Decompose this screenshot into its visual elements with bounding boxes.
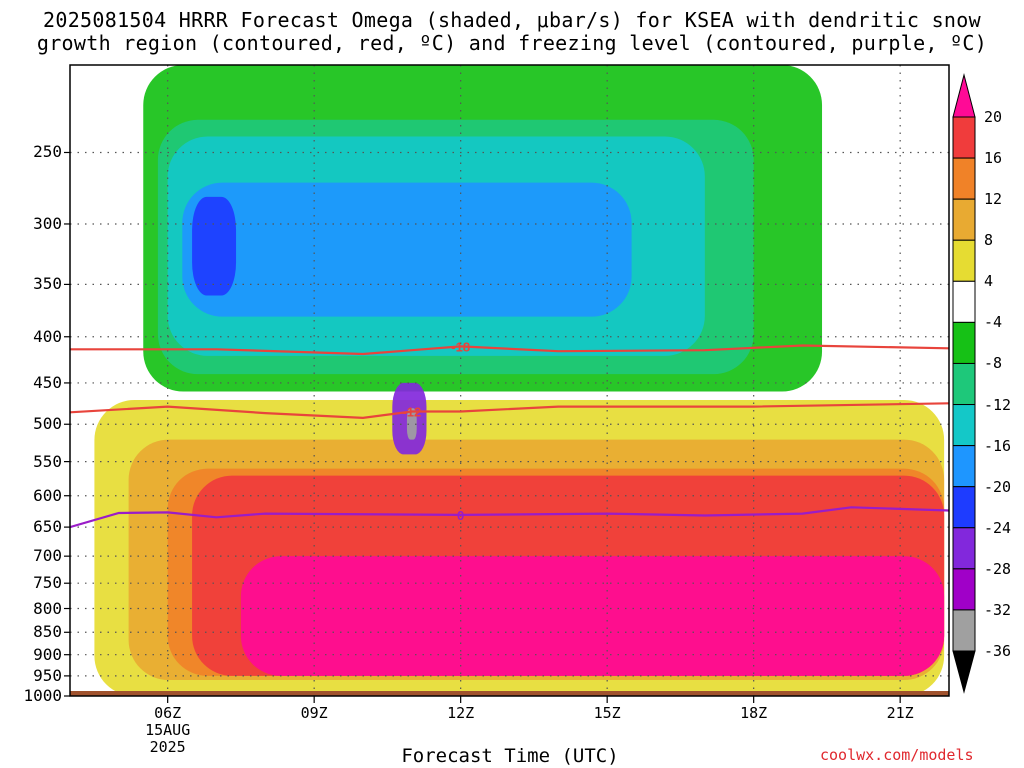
colorbar-swatch-1 bbox=[952, 157, 976, 200]
colorbar-swatch-7 bbox=[952, 404, 976, 447]
contour-line-0 bbox=[70, 344, 949, 356]
y-tick-label: 250 bbox=[33, 142, 62, 162]
colorbar-top-arrow bbox=[952, 73, 976, 118]
colorbar-swatch-3 bbox=[952, 239, 976, 282]
colorbar-tick-label: -28 bbox=[984, 559, 1012, 578]
y-tick-label: 400 bbox=[33, 326, 62, 346]
colorbar-tick-label: 20 bbox=[984, 108, 1003, 126]
contour-label-0: -18 bbox=[451, 339, 470, 354]
x-tick-label: 06Z bbox=[154, 704, 182, 722]
shaded-region-4 bbox=[240, 556, 945, 676]
colorbar-tick-label: 16 bbox=[984, 149, 1003, 168]
colorbar-swatch-9 bbox=[952, 486, 976, 529]
colorbar bbox=[952, 73, 976, 694]
ground-bar bbox=[70, 691, 949, 696]
colorbar-swatch-6 bbox=[952, 362, 976, 406]
x-tick-label: 09Z bbox=[300, 704, 328, 722]
y-tick-label: 500 bbox=[33, 414, 62, 434]
contour-label-1: -12 bbox=[402, 404, 421, 419]
x-tick-label: 12Z bbox=[447, 704, 475, 722]
contour-label-2: 0 bbox=[457, 508, 464, 523]
y-tick-label: 800 bbox=[33, 598, 62, 618]
y-tick-label: 350 bbox=[33, 274, 62, 294]
y-tick-label: 1000 bbox=[23, 686, 62, 705]
x-date-label: 2025 bbox=[149, 738, 186, 756]
x-date-label: 15AUG bbox=[145, 721, 191, 739]
contour-line-2 bbox=[70, 506, 949, 529]
colorbar-tick-label: -4 bbox=[984, 313, 1003, 332]
colorbar-swatch-12 bbox=[952, 609, 976, 652]
contour-line-1 bbox=[70, 402, 949, 420]
omega-field bbox=[94, 65, 945, 696]
plot-frame bbox=[69, 64, 950, 697]
y-tick-label: 900 bbox=[33, 644, 62, 664]
colorbar-swatch-2 bbox=[952, 198, 976, 241]
credit-link[interactable]: coolwx.com/models bbox=[820, 746, 974, 764]
y-tick-label: 700 bbox=[33, 546, 62, 566]
chart-title-line1: 2025081504 HRRR Forecast Omega (shaded, … bbox=[43, 8, 981, 32]
x-axis-label: Forecast Time (UTC) bbox=[401, 745, 619, 767]
chart-title-line2: growth region (contoured, red, ºC) and f… bbox=[36, 31, 988, 55]
y-tick-label: 850 bbox=[33, 622, 62, 642]
shaded-region-11 bbox=[406, 408, 417, 440]
colorbar-swatch-11 bbox=[952, 568, 976, 611]
colorbar-swatch-0 bbox=[952, 116, 976, 159]
shaded-region-9 bbox=[192, 196, 237, 296]
colorbar-swatch-5 bbox=[952, 321, 976, 364]
shaded-region-8 bbox=[182, 182, 632, 317]
grid-lines bbox=[64, 65, 949, 703]
y-tick-label: 550 bbox=[33, 451, 62, 471]
colorbar-tick-label: 4 bbox=[984, 272, 994, 291]
colorbar-tick-label: -24 bbox=[984, 518, 1012, 537]
y-tick-label: 300 bbox=[33, 213, 62, 233]
x-tick-label: 15Z bbox=[593, 704, 621, 722]
colorbar-tick-label: -8 bbox=[984, 354, 1003, 373]
temperature-contours: -18 -12 0 bbox=[70, 339, 949, 529]
x-tick-label: 21Z bbox=[886, 704, 914, 722]
y-tick-label: 750 bbox=[33, 573, 62, 593]
y-tick-label: 450 bbox=[33, 372, 62, 392]
ground-layer bbox=[70, 691, 949, 696]
colorbar-tick-label: 8 bbox=[984, 231, 994, 250]
y-tick-label: 950 bbox=[33, 665, 62, 685]
colorbar-tick-label: -12 bbox=[984, 395, 1012, 414]
x-tick-label: 18Z bbox=[740, 704, 768, 722]
colorbar-tick-label: -32 bbox=[984, 600, 1012, 619]
colorbar-swatch-10 bbox=[952, 527, 976, 570]
colorbar-tick-label: -36 bbox=[984, 642, 1012, 660]
colorbar-tick-label: 12 bbox=[984, 190, 1003, 209]
colorbar-bottom-arrow bbox=[952, 650, 976, 694]
y-tick-label: 650 bbox=[33, 517, 62, 537]
colorbar-swatch-4 bbox=[952, 280, 976, 323]
colorbar-swatch-8 bbox=[952, 445, 976, 488]
y-tick-label: 600 bbox=[33, 485, 62, 505]
colorbar-tick-label: -20 bbox=[984, 477, 1012, 496]
colorbar-tick-label: -16 bbox=[984, 436, 1012, 455]
